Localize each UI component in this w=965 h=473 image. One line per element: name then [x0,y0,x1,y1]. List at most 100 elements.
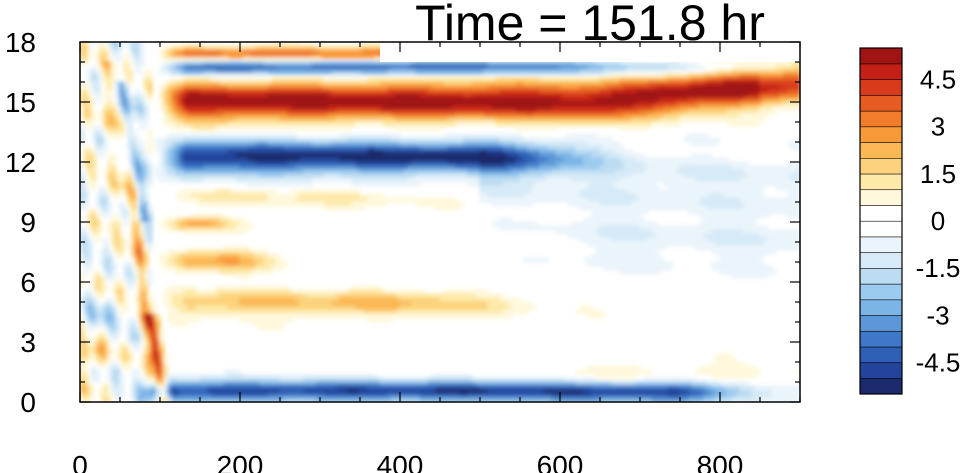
heatmap-cell [467,137,473,143]
heatmap-cell [491,169,497,175]
heatmap-cell [311,121,317,127]
heatmap-cell [739,165,745,171]
heatmap-cell [551,149,557,155]
heatmap-cell [295,61,301,67]
heatmap-cell [327,137,333,143]
heatmap-cell [91,89,97,95]
heatmap-cell [675,113,681,119]
heatmap-cell [567,109,573,115]
heatmap-cell [139,45,145,51]
heatmap-cell [379,65,385,71]
heatmap-cell [167,89,173,95]
heatmap-cell [251,69,257,75]
heatmap-cell [395,117,401,123]
heatmap-cell [691,161,697,167]
heatmap-cell [427,69,433,75]
heatmap-cell [415,61,421,67]
heatmap-cell [143,105,149,111]
heatmap-cell [515,121,521,127]
heatmap-cell [247,105,253,111]
heatmap-cell [619,165,625,171]
heatmap-cell [715,77,721,83]
heatmap-cell [255,105,261,111]
heatmap-cell [503,149,509,155]
heatmap-cell [663,73,669,79]
heatmap-cell [207,137,213,143]
heatmap-cell [223,109,229,115]
heatmap-cell [615,85,621,91]
heatmap-cell [643,101,649,107]
heatmap-cell [543,121,549,127]
heatmap-cell [347,117,353,123]
heatmap-cell [535,153,541,159]
heatmap-cell [591,89,597,95]
heatmap-cell [487,133,493,139]
heatmap-cell [263,85,269,91]
heatmap-cell [219,177,225,183]
heatmap-cell [327,109,333,115]
heatmap-cell [687,133,693,139]
heatmap-cell [187,97,193,103]
heatmap-cell [687,113,693,119]
heatmap-cell [359,61,365,67]
heatmap-cell [391,161,397,167]
heatmap-cell [583,77,589,83]
heatmap-cell [91,181,97,187]
heatmap-cell [427,173,433,179]
heatmap-cell [219,53,225,59]
heatmap-cell [419,125,425,131]
heatmap-cell [279,105,285,111]
heatmap-cell [751,101,757,107]
heatmap-cell [695,113,701,119]
heatmap-cell [303,153,309,159]
heatmap-cell [435,125,441,131]
heatmap-cell [595,77,601,83]
heatmap-cell [695,97,701,103]
heatmap-cell [243,165,249,171]
heatmap-cell [743,89,749,95]
heatmap-cell [415,173,421,179]
heatmap-cell [439,101,445,107]
heatmap-cell [279,89,285,95]
heatmap-cell [191,177,197,183]
heatmap-cell [435,61,441,67]
heatmap-cell [139,161,145,167]
heatmap-cell [483,77,489,83]
heatmap-cell [175,57,181,63]
heatmap-cell [675,109,681,115]
heatmap-cell [507,61,513,67]
heatmap-cell [791,177,797,183]
heatmap-cell [575,165,581,171]
heatmap-cell [147,181,153,187]
heatmap-cell [355,93,361,99]
heatmap-cell [375,81,381,87]
heatmap-cell [459,161,465,167]
heatmap-cell [699,85,705,91]
heatmap-cell [607,81,613,87]
heatmap-cell [543,97,549,103]
heatmap-cell [755,173,761,179]
heatmap-cell [203,125,209,131]
heatmap-cell [195,77,201,83]
heatmap-cell [275,177,281,183]
heatmap-cell [671,121,677,127]
heatmap-cell [80,105,85,111]
heatmap-cell [371,177,377,183]
heatmap-cell [455,145,461,151]
heatmap-cell [199,81,205,87]
heatmap-cell [183,145,189,151]
heatmap-cell [759,109,765,115]
heatmap-cell [459,89,465,95]
heatmap-cell [515,161,521,167]
heatmap-cell [379,133,385,139]
heatmap-cell [275,105,281,111]
heatmap-cell [447,105,453,111]
heatmap-cell [751,105,757,111]
heatmap-cell [707,109,713,115]
heatmap-cell [315,89,321,95]
heatmap-cell [291,145,297,151]
heatmap-cell [319,137,325,143]
heatmap-cell [663,81,669,87]
heatmap-cell [579,173,585,179]
heatmap-cell [107,89,113,95]
